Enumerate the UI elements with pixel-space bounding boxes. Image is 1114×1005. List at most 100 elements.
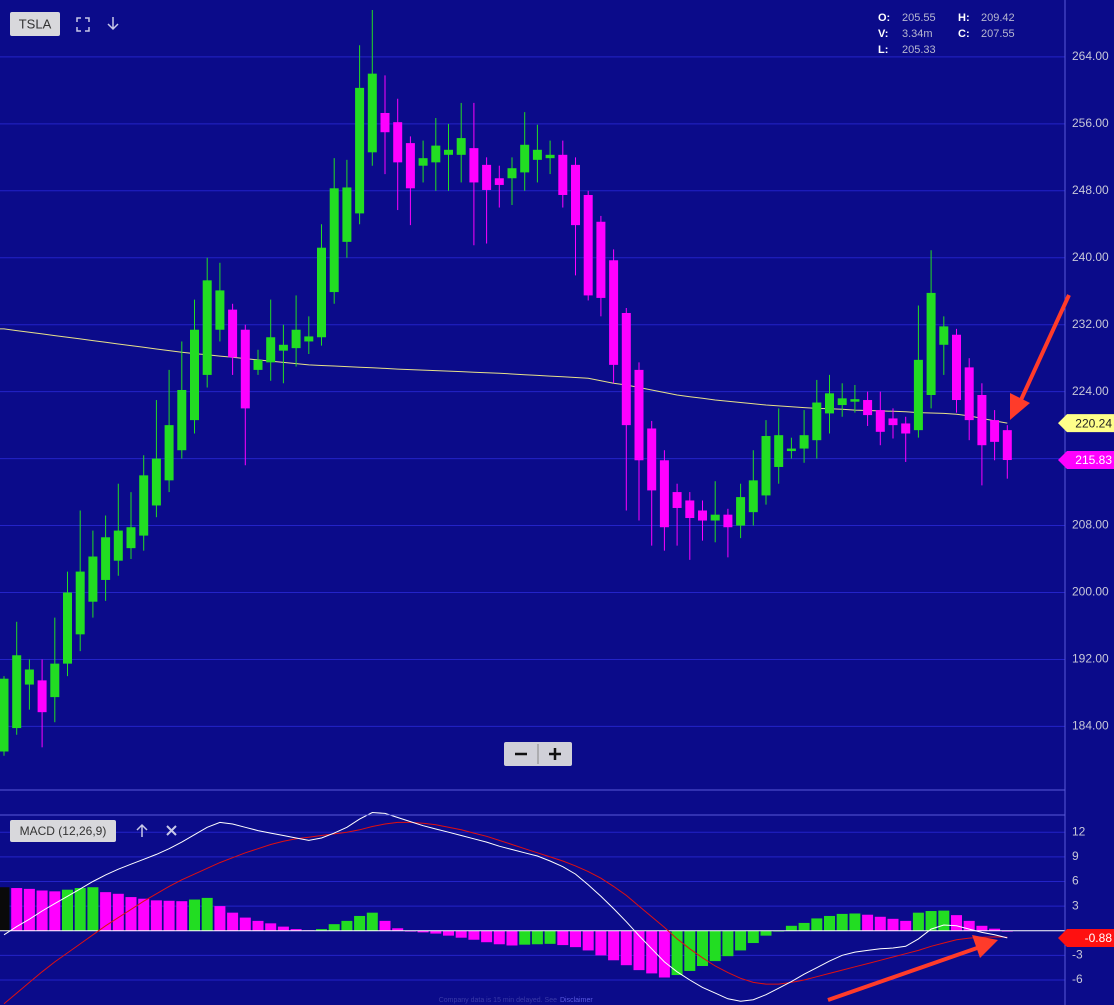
symbol-button[interactable]: [10, 12, 60, 36]
candle-body: [151, 458, 161, 506]
candle-body: [405, 143, 415, 189]
histogram-bar: [887, 918, 899, 931]
histogram-bar: [277, 926, 289, 931]
candle-body: [101, 537, 111, 580]
y-tick-label: 184.00: [1072, 719, 1109, 733]
histogram-bar: [74, 888, 86, 931]
info-value: 205.55: [902, 12, 936, 24]
study-button[interactable]: [10, 820, 116, 842]
histogram-bar: [239, 917, 251, 931]
histogram-bar: [836, 913, 848, 931]
histogram-bar: [938, 910, 950, 931]
histogram-bar: [252, 920, 264, 931]
study-title[interactable]: MACD (12,26,9): [20, 824, 107, 838]
candle-body: [507, 168, 517, 179]
annotation-arrow: [827, 935, 998, 1002]
candle-body: [75, 571, 85, 635]
y-tick-label: 6: [1072, 874, 1079, 888]
histogram-bar: [366, 912, 378, 931]
zoom-in[interactable]: [549, 748, 561, 760]
y-tick-label: 232.00: [1072, 317, 1109, 331]
histogram-bar: [125, 897, 137, 931]
candle-body: [913, 359, 923, 431]
histogram-bar: [138, 898, 150, 931]
info-value: 209.42: [981, 12, 1015, 24]
candle-body: [355, 87, 365, 214]
y-tick-label: 256.00: [1072, 116, 1109, 130]
histogram-bar: [23, 888, 35, 931]
footer-link[interactable]: Disclaimer: [560, 997, 593, 1004]
histogram-bar: [87, 887, 99, 931]
labels: 184.00192.00200.00208.00216.00224.00232.…: [1058, 49, 1114, 986]
histogram-bar: [214, 906, 226, 931]
candle-body: [37, 680, 47, 713]
up-arrow-icon[interactable]: [136, 823, 148, 837]
candle-body: [748, 480, 758, 513]
histogram-bar: [341, 920, 353, 931]
candle-body: [710, 514, 720, 521]
candle-body: [126, 527, 136, 549]
info-key: L:: [878, 44, 888, 56]
candle-body: [621, 312, 631, 426]
histogram-bar: [481, 930, 493, 943]
last-price-tag: [1058, 451, 1114, 470]
info-key: O:: [878, 12, 890, 24]
candle-body: [202, 280, 212, 375]
y-tick-label: 248.00: [1072, 183, 1109, 197]
last-price-label: 215.83: [1075, 453, 1112, 467]
histogram-bar: [925, 911, 937, 931]
candle-body: [786, 448, 796, 452]
candle-body: [418, 158, 428, 166]
candle-body: [634, 369, 644, 461]
histogram-bar: [519, 930, 531, 945]
candle-body: [685, 500, 695, 519]
histogram-bar: [608, 930, 620, 961]
symbol[interactable]: TSLA: [19, 16, 52, 31]
histogram-bar: [468, 930, 480, 940]
candle-body: [215, 290, 225, 330]
candle-body: [545, 154, 555, 159]
y-tick-label: 9: [1072, 849, 1079, 863]
histogram-bar: [227, 912, 239, 931]
candle-body: [469, 148, 479, 183]
candle-body: [736, 497, 746, 526]
histogram-bar: [328, 924, 340, 931]
histogram-bar: [493, 930, 505, 945]
candle-body: [825, 393, 834, 414]
y-tick-label: 208.00: [1072, 518, 1109, 532]
candle-body: [952, 334, 961, 401]
histogram-bar: [633, 930, 645, 971]
histogram-bar: [176, 901, 188, 931]
down-arrow-icon[interactable]: [107, 17, 119, 31]
close-icon[interactable]: [166, 825, 177, 836]
y-tick-label: 3: [1072, 898, 1079, 912]
histogram-bar: [722, 930, 734, 957]
candle-body: [291, 329, 301, 349]
histogram-bar: [430, 930, 442, 934]
ma-tag: [1058, 414, 1114, 433]
candle-body: [850, 399, 860, 402]
candle-body: [609, 260, 619, 365]
histogram-bar: [582, 930, 594, 951]
ma-label: 220.24: [1075, 416, 1112, 430]
candle-body: [698, 510, 707, 521]
expand-icon[interactable]: [76, 17, 90, 32]
histogram-bar: [392, 928, 404, 931]
macd-label: -0.88: [1085, 931, 1113, 945]
candle-body: [647, 428, 657, 491]
moving-average: [0, 328, 1008, 424]
info-value: 205.33: [902, 44, 936, 56]
candle-body: [50, 663, 60, 698]
histogram-bar: [100, 892, 112, 931]
histogram-bar: [379, 920, 391, 931]
histogram-bar: [544, 930, 556, 944]
histogram-bar: [862, 914, 874, 931]
histogram-bar: [201, 897, 213, 931]
candle-body: [761, 436, 771, 496]
y-tick-label: 240.00: [1072, 250, 1109, 264]
candle-body: [977, 395, 987, 446]
histogram-bar: [874, 916, 886, 931]
candle-body: [520, 144, 530, 173]
candle-body: [24, 669, 34, 685]
